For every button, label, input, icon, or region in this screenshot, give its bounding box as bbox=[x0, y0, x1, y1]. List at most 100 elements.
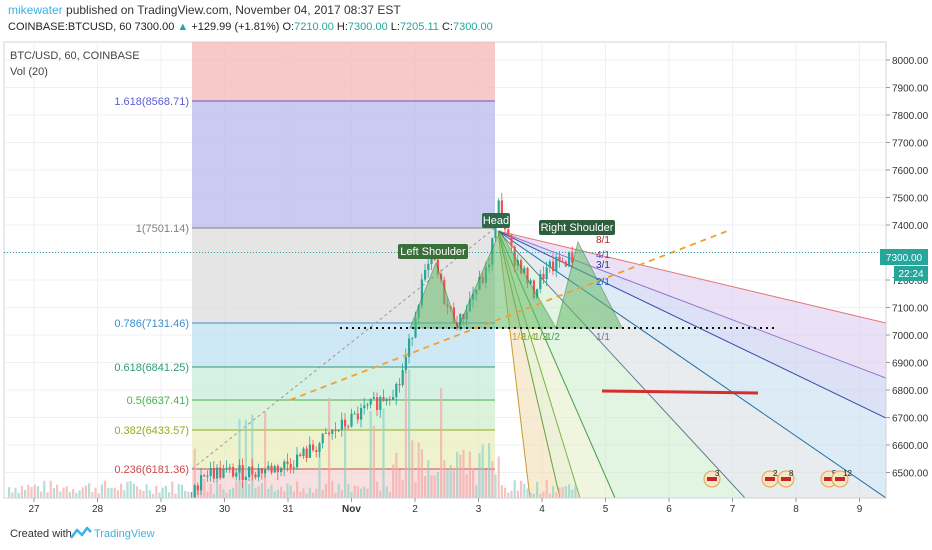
gann-fan-line bbox=[497, 230, 746, 498]
candle-body bbox=[254, 474, 257, 478]
volume-bar bbox=[116, 490, 119, 498]
y-tick-label: 6800.00 bbox=[892, 386, 929, 397]
volume-bar bbox=[107, 487, 110, 498]
gann-fan-line bbox=[497, 230, 886, 498]
x-tick-label: 3 bbox=[476, 504, 482, 515]
candle-body bbox=[385, 398, 388, 402]
volume-bar bbox=[555, 492, 558, 498]
candle-body bbox=[50, 507, 52, 513]
volume-bar bbox=[46, 492, 49, 498]
volume-bar bbox=[478, 452, 481, 498]
quote-line: COINBASE:BTCUSD, 60 7300.00 ▲ +129.99 (+… bbox=[8, 21, 493, 33]
candle-body bbox=[203, 475, 206, 477]
price-chart[interactable]: 6500.00 6600.00 6700.00 6800.00 6900.00 7000.… bbox=[0, 38, 932, 518]
volume-bar bbox=[174, 493, 177, 498]
volume-bar bbox=[235, 481, 238, 498]
event-count: 12 bbox=[843, 469, 852, 478]
target-line bbox=[601, 389, 759, 395]
volume-bar bbox=[280, 486, 283, 498]
candle-body bbox=[545, 267, 548, 280]
candle-body bbox=[424, 270, 427, 280]
x-tick-label: 8 bbox=[793, 504, 799, 515]
volume-bar bbox=[251, 414, 254, 498]
volume-bar bbox=[558, 487, 561, 498]
candle-body bbox=[558, 256, 561, 262]
event-flag-icon bbox=[765, 477, 775, 481]
volume-bar bbox=[372, 425, 375, 498]
candle-body bbox=[248, 466, 251, 478]
volume-bar bbox=[219, 483, 222, 498]
candle-body bbox=[369, 398, 372, 405]
candle-body bbox=[308, 444, 311, 458]
volume-bar bbox=[152, 493, 155, 498]
volume-bar bbox=[350, 492, 353, 498]
candle-body bbox=[98, 515, 100, 516]
candle-body bbox=[187, 509, 189, 515]
volume-bar bbox=[78, 490, 81, 498]
volume-bar bbox=[110, 487, 113, 498]
volume-bar bbox=[129, 481, 132, 498]
volume-bar bbox=[363, 486, 366, 498]
y-tick-label: 6900.00 bbox=[892, 359, 929, 370]
candle-body bbox=[273, 465, 276, 473]
candle-body bbox=[366, 404, 369, 406]
published-text: published on TradingView.com, November 0… bbox=[66, 3, 401, 17]
candle-body bbox=[244, 477, 247, 480]
volume-bar bbox=[481, 444, 484, 498]
volume-bar bbox=[571, 489, 574, 498]
volume-bar bbox=[84, 485, 87, 498]
tradingview-logo-icon[interactable] bbox=[70, 526, 92, 540]
x-tick-label: 7 bbox=[730, 504, 736, 515]
gann-fan-label: 1/2 bbox=[546, 332, 560, 343]
candle-body bbox=[14, 505, 16, 510]
candle-body bbox=[270, 465, 273, 473]
y-tick-label: 6600.00 bbox=[892, 441, 929, 452]
candle-body bbox=[529, 280, 532, 284]
volume-bar bbox=[321, 490, 324, 498]
y-tick-label: 7200.00 bbox=[892, 276, 929, 287]
x-tick-label: 31 bbox=[282, 504, 294, 515]
volume-bar bbox=[305, 493, 308, 498]
volume-bar bbox=[398, 469, 401, 498]
candle-body bbox=[196, 485, 199, 491]
volume-bar bbox=[209, 483, 212, 498]
volume-bar bbox=[68, 491, 71, 498]
volume-bar bbox=[465, 474, 468, 498]
volume-bar bbox=[456, 451, 459, 498]
author-link[interactable]: mikewater bbox=[8, 3, 63, 17]
pattern-label-box bbox=[482, 213, 510, 228]
gann-fan-line bbox=[497, 230, 886, 324]
volume-bar bbox=[520, 480, 523, 498]
candle-body bbox=[107, 512, 109, 514]
candle-body bbox=[523, 267, 526, 274]
volume-bar bbox=[388, 491, 391, 498]
fib-zone bbox=[192, 42, 495, 101]
candle-body bbox=[459, 314, 462, 329]
volume-bar bbox=[267, 488, 270, 498]
volume-bar bbox=[212, 493, 215, 498]
tradingview-link[interactable]: TradingView bbox=[94, 528, 155, 540]
volume-bar bbox=[75, 492, 78, 498]
candle-body bbox=[564, 261, 567, 267]
candle-body bbox=[382, 397, 385, 402]
volume-bar bbox=[475, 485, 478, 498]
volume-bar bbox=[171, 481, 174, 498]
volume-bar bbox=[436, 471, 439, 498]
fib-level-label: 0.236(6181.36) bbox=[114, 464, 189, 476]
volume-bar bbox=[97, 493, 100, 498]
candle-body bbox=[305, 448, 308, 458]
up-arrow-icon: ▲ bbox=[177, 21, 189, 33]
volume-bar bbox=[177, 484, 180, 498]
volume-bar bbox=[340, 490, 343, 498]
candle-body bbox=[388, 398, 391, 400]
candle-body bbox=[324, 432, 327, 434]
candle-body bbox=[235, 472, 238, 477]
candle-body bbox=[267, 465, 270, 470]
volume-bar bbox=[510, 490, 513, 498]
candle-body bbox=[302, 448, 305, 457]
candle-body bbox=[321, 433, 324, 444]
volume-bar bbox=[577, 493, 580, 498]
volume-bar bbox=[100, 484, 103, 498]
volume-bar bbox=[216, 483, 219, 498]
candle-body bbox=[398, 383, 401, 386]
